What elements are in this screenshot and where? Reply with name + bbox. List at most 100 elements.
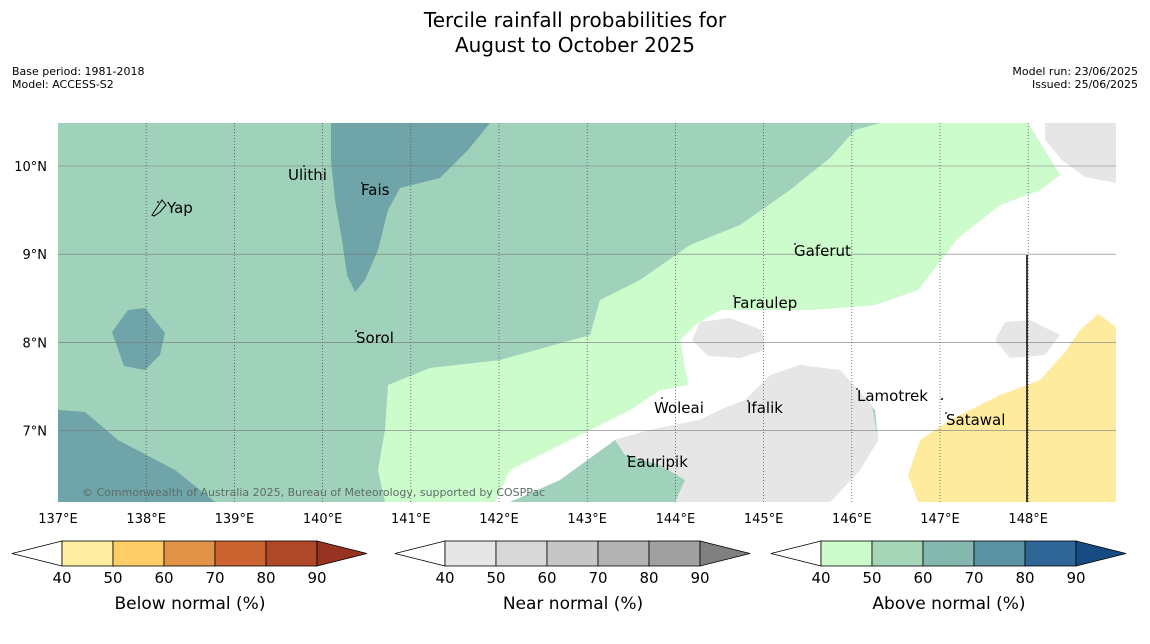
legend-swatch — [112, 540, 165, 567]
legend-swatch — [444, 540, 497, 567]
island-marker — [945, 412, 947, 414]
lon-tick-label: 146°E — [832, 512, 872, 527]
legend-swatch — [922, 540, 975, 567]
island-marker — [355, 330, 357, 332]
legend-tick-label: 40 — [52, 569, 71, 587]
legend-tick-label: 70 — [205, 569, 224, 587]
legend-tick-label: 40 — [811, 569, 830, 587]
legend-swatch — [820, 540, 873, 567]
lat-tick-label: 7°N — [23, 425, 48, 440]
model-text: Model: ACCESS-S2 — [12, 78, 114, 91]
legend-swatch — [546, 540, 599, 567]
legend-tick-label: 80 — [1015, 569, 1034, 587]
legend-swatch — [973, 540, 1026, 567]
legend-tick-label: 70 — [588, 569, 607, 587]
legend-extend-high — [699, 540, 751, 567]
legend-title-below: Below normal (%) — [114, 594, 266, 614]
legend-tick-label: 50 — [862, 569, 881, 587]
region-below-normal-40 — [908, 314, 1116, 502]
place-label-yap: Yap — [166, 199, 193, 217]
lon-tick-label: 143°E — [567, 512, 607, 527]
island-marker — [856, 388, 858, 390]
island-marker — [157, 201, 159, 203]
legend-swatch — [61, 540, 114, 567]
region-above-normal-40 — [378, 123, 1060, 502]
lon-tick-label: 141°E — [391, 512, 431, 527]
legend-swatch — [214, 540, 267, 567]
island-marker — [794, 243, 796, 245]
lon-tick-label: 137°E — [38, 512, 78, 527]
model-run-text: Model run: 23/06/2025 — [1012, 65, 1138, 78]
place-label-satawal: Satawal — [946, 411, 1005, 429]
island-marker — [733, 295, 735, 297]
legend-tick-label: 90 — [307, 569, 326, 587]
lon-tick-label: 144°E — [656, 512, 696, 527]
legend-tick-label: 60 — [537, 569, 556, 587]
legend-extend-low — [770, 540, 822, 567]
latitude-gridlines — [58, 165, 1116, 431]
island-marker — [941, 398, 943, 400]
legend-swatch — [163, 540, 216, 567]
place-label-ifalik: Ifalik — [747, 399, 783, 417]
region-near-normal-faraulep — [692, 318, 765, 358]
legend-extend-low — [394, 540, 446, 567]
legend-tick-label: 50 — [486, 569, 505, 587]
island-marker — [661, 397, 663, 399]
place-label-woleai: Woleai — [654, 399, 704, 417]
yap-island-outline — [151, 199, 167, 217]
place-label-lamotrek: Lamotrek — [857, 387, 928, 405]
region-above-normal-60-west — [112, 308, 165, 370]
place-label-gaferut: Gaferut — [794, 242, 851, 260]
place-label-faraulep: Faraulep — [733, 294, 797, 312]
island-marker — [747, 400, 749, 402]
lon-tick-label: 145°E — [744, 512, 784, 527]
legend-tick-label: 50 — [103, 569, 122, 587]
island-marker — [361, 182, 363, 184]
lat-tick-label: 8°N — [23, 336, 48, 351]
island-marker — [303, 165, 305, 167]
legend-tick-label: 90 — [690, 569, 709, 587]
meta-right: Model run: 23/06/2025 Issued: 25/06/2025 — [1012, 65, 1138, 91]
lon-tick-label: 138°E — [126, 512, 166, 527]
legend-tick-label: 80 — [256, 569, 275, 587]
region-near-normal-south — [615, 365, 878, 502]
chart-title: Tercile rainfall probabilities for Augus… — [0, 8, 1150, 58]
legend-tick-label: 40 — [435, 569, 454, 587]
legend-tick-label: 70 — [964, 569, 983, 587]
legend-extend-high — [1075, 540, 1127, 567]
place-label-ulithi: Ulithi — [288, 166, 327, 184]
legend-title-near: Near normal (%) — [502, 594, 644, 614]
title-line-1: Tercile rainfall probabilities for — [423, 8, 727, 32]
region-no-signal-south — [495, 385, 700, 502]
copyright-text: © Commonwealth of Australia 2025, Bureau… — [82, 486, 545, 499]
place-markers — [157, 165, 947, 457]
lat-tick-label: 10°N — [14, 160, 47, 175]
region-above-normal-60-north — [331, 123, 490, 292]
meta-left: Base period: 1981-2018 Model: ACCESS-S2 — [12, 65, 144, 91]
latitude-labels: 10°N 9°N 8°N 7°N — [14, 160, 47, 440]
title-line-2: August to October 2025 — [454, 33, 696, 57]
place-label-sorol: Sorol — [356, 329, 394, 347]
lon-tick-label: 140°E — [303, 512, 343, 527]
legend-tick-label: 90 — [1066, 569, 1085, 587]
legend-swatch — [495, 540, 548, 567]
base-period-text: Base period: 1981-2018 — [12, 65, 145, 78]
lon-tick-label: 148°E — [1008, 512, 1048, 527]
place-label-fais: Fais — [361, 181, 390, 199]
legend-swatch — [265, 540, 318, 567]
longitude-labels: 137°E 138°E 139°E 140°E 141°E 142°E 143°E 144°E… — [38, 512, 1048, 527]
longitude-gridlines — [145, 123, 1029, 502]
legend-extend-high — [316, 540, 368, 567]
legend-swatch — [597, 540, 650, 567]
place-label-eauripik: Eauripik — [627, 453, 688, 471]
island-marker — [627, 455, 629, 457]
legend-swatch — [648, 540, 701, 567]
legend-swatch — [1024, 540, 1077, 567]
region-near-normal-northeast — [1045, 123, 1116, 183]
lon-tick-label: 142°E — [479, 512, 519, 527]
lon-tick-label: 147°E — [920, 512, 960, 527]
place-labels: Ulithi Fais Yap Gaferut Faraulep Sorol Lamotre… — [166, 166, 1005, 471]
legend-tick-label: 60 — [154, 569, 173, 587]
legends: 40 50 60 70 80 90 40 50 60 70 80 90 40 50 60 70 80 90 — [11, 540, 1127, 587]
legend-title-above: Above normal (%) — [872, 594, 1026, 614]
